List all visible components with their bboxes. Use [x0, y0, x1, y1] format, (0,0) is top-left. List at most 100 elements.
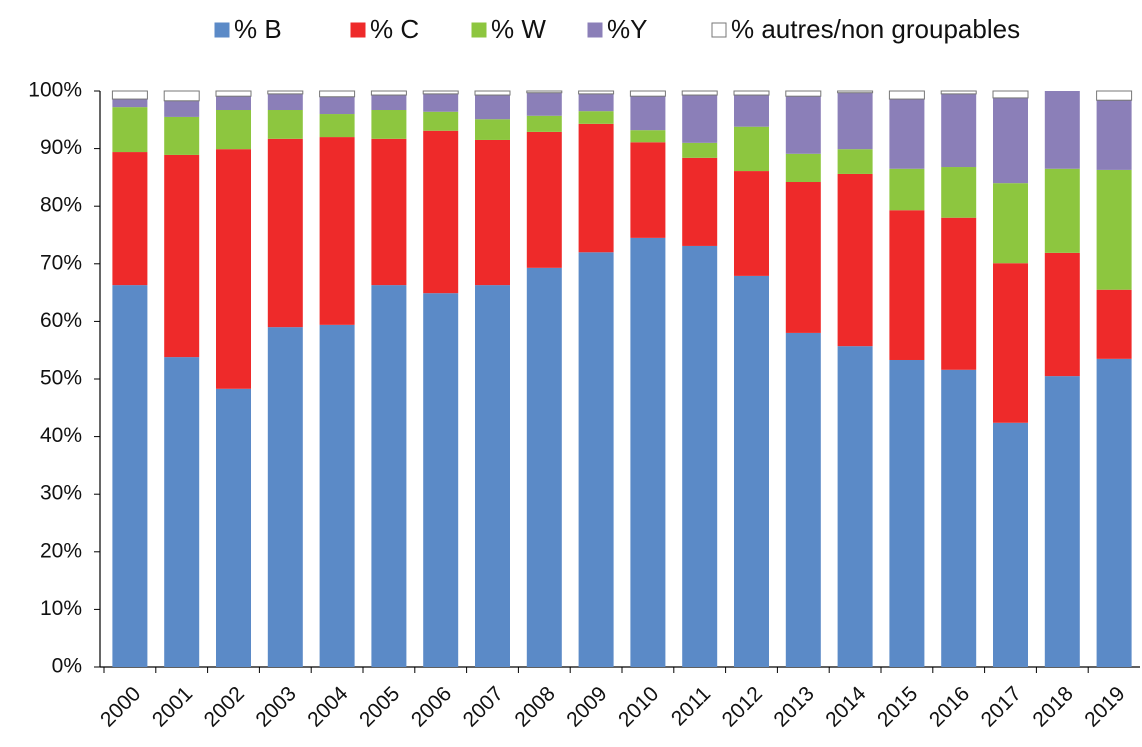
- bar-segment: [734, 95, 769, 127]
- bar-segment: [475, 285, 510, 667]
- bar-segment: [526, 131, 562, 268]
- bar-segment: [785, 332, 821, 667]
- x-tick-label: 2016: [925, 682, 974, 731]
- bar-segment: [164, 116, 200, 155]
- y-tick-label: 30%: [40, 482, 82, 505]
- bar-segment: [682, 157, 718, 246]
- bar-segment: [163, 90, 200, 102]
- bar-segment: [319, 90, 356, 98]
- bar-segment: [526, 267, 562, 667]
- bar-segment: [371, 285, 407, 667]
- x-tick-label: 2008: [510, 682, 559, 731]
- bar-segment: [785, 90, 822, 97]
- bar-segment: [475, 95, 510, 120]
- bar-segment: [941, 167, 977, 218]
- bar-segment: [785, 96, 821, 154]
- bar-segment: [682, 142, 718, 158]
- bar-segment: [682, 95, 718, 143]
- bar-segment: [371, 95, 407, 111]
- bar-segment: [837, 346, 873, 667]
- y-tick-label: 90%: [40, 136, 82, 159]
- bar-segment: [267, 93, 303, 111]
- x-tick-label: 2009: [562, 682, 611, 731]
- bar-segment: [941, 217, 977, 370]
- bar-segment: [216, 388, 251, 667]
- x-tick-label: 2007: [459, 682, 508, 731]
- bar-segment: [1096, 100, 1132, 170]
- bar-segment: [267, 327, 303, 667]
- bar-segment: [422, 90, 459, 95]
- x-tick-label: 2011: [667, 682, 715, 730]
- bar-segment: [112, 152, 148, 286]
- bar-segment: [164, 154, 200, 358]
- bar-segment: [526, 115, 562, 132]
- x-tick-label: 2013: [769, 682, 818, 731]
- legend-label: % W: [491, 14, 546, 44]
- x-tick-label: 2017: [977, 682, 1026, 731]
- bar-segment: [112, 107, 148, 153]
- bar-segment: [319, 114, 355, 138]
- bar-segment: [993, 97, 1028, 184]
- y-tick-label: 70%: [40, 251, 82, 274]
- bar-segment: [941, 369, 977, 667]
- bar-segment: [1096, 289, 1132, 359]
- legend-swatch: [214, 22, 230, 38]
- bar-segment: [837, 90, 874, 94]
- legend-label: % autres/non groupables: [731, 14, 1020, 44]
- bar-segment: [1096, 90, 1133, 101]
- bar-segment: [1044, 91, 1080, 169]
- bar-segment: [216, 96, 251, 111]
- bar-segment: [630, 237, 666, 667]
- x-tick-label: 2002: [200, 682, 249, 731]
- bar-segment: [734, 126, 769, 172]
- bar-segment: [423, 111, 459, 131]
- x-tick-label: 2006: [407, 682, 456, 731]
- bar-segment: [526, 92, 562, 116]
- x-tick-label: 2010: [614, 682, 663, 731]
- bar-segment: [216, 149, 251, 389]
- y-tick-label: 0%: [52, 655, 82, 678]
- bar-segment: [112, 285, 148, 667]
- bar-segment: [111, 90, 148, 100]
- legend-label: % B: [234, 14, 282, 44]
- bar-segment: [578, 90, 615, 95]
- bar-segment: [423, 293, 459, 667]
- bar-segment: [889, 359, 925, 667]
- x-tick-label: 2005: [355, 682, 404, 731]
- x-tick-label: 2000: [96, 682, 145, 731]
- x-tick-label: 2019: [1080, 682, 1129, 731]
- legend-label: % C: [370, 14, 419, 44]
- y-tick-label: 20%: [40, 539, 82, 562]
- x-tick-label: 2012: [718, 682, 767, 731]
- bar-segment: [423, 130, 459, 294]
- bar-segment: [681, 90, 718, 96]
- bar-segment: [785, 153, 821, 183]
- bar-segment: [941, 93, 977, 168]
- bar-segment: [734, 171, 769, 276]
- bar-segment: [1044, 376, 1080, 667]
- bar-segment: [475, 119, 510, 140]
- y-tick-label: 10%: [40, 597, 82, 620]
- bar-segment: [216, 110, 251, 150]
- bar-segment: [629, 90, 666, 97]
- bar-segment: [734, 275, 769, 667]
- y-tick-label: 50%: [40, 367, 82, 390]
- bar-segment: [733, 90, 770, 96]
- bar-segment: [578, 123, 614, 253]
- bar-segment: [112, 99, 148, 108]
- bar-segment: [837, 92, 873, 150]
- bar-segment: [267, 138, 303, 328]
- bar-segment: [1044, 168, 1080, 253]
- bar-segment: [889, 210, 925, 360]
- bar-segment: [785, 182, 821, 333]
- bar-segment: [371, 110, 407, 139]
- x-tick-label: 2003: [251, 682, 300, 731]
- bar-segment: [164, 357, 200, 667]
- legend-swatch: [711, 22, 727, 38]
- bar-segment: [888, 90, 925, 100]
- bar-segment: [993, 183, 1028, 264]
- legend-swatch: [471, 22, 487, 38]
- bar-segment: [474, 90, 511, 96]
- bar-segment: [993, 263, 1028, 423]
